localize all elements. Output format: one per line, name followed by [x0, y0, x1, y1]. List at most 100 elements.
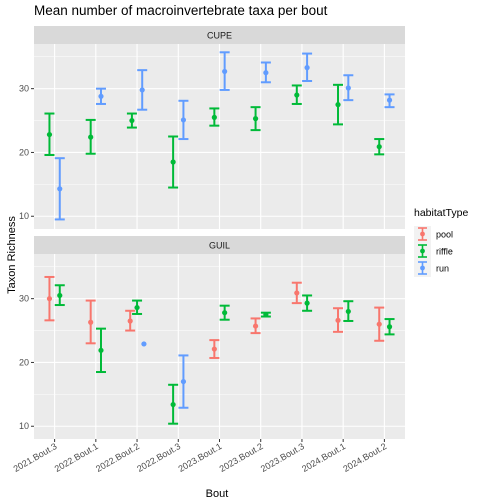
- errorbar-group-pool: [44, 275, 55, 322]
- x-axis-title: Bout: [206, 488, 229, 500]
- facet-panel-guil: GUIL1020302021.Bout.32022.Bout.12022.Bou…: [12, 236, 405, 474]
- errorbar-group-riffle: [85, 118, 96, 155]
- errorbar-group-run: [178, 99, 189, 141]
- mean-point: [376, 321, 382, 327]
- mean-point: [141, 341, 147, 347]
- facet-strip: [34, 236, 405, 254]
- mean-point: [304, 65, 310, 71]
- mean-point: [263, 70, 269, 76]
- mean-point: [335, 102, 341, 108]
- mean-point: [139, 87, 145, 93]
- mean-point: [129, 117, 135, 124]
- errorbar-group-riffle: [95, 327, 106, 374]
- mean-point: [376, 144, 382, 150]
- mean-point: [222, 310, 228, 316]
- errorbar-group-run: [384, 93, 395, 109]
- mean-point: [98, 93, 104, 99]
- mean-point: [134, 304, 140, 311]
- x-tick-label: 2022.Bout.3: [135, 441, 182, 474]
- facet-strip: [34, 26, 405, 44]
- errorbar-group-riffle: [209, 107, 220, 127]
- mean-point: [180, 378, 187, 385]
- mean-point: [88, 134, 94, 140]
- errorbar-group-pool: [209, 339, 220, 359]
- mean-point: [263, 312, 269, 318]
- facet-strip-label: CUPE: [207, 31, 232, 41]
- errorbar-group-run: [137, 69, 148, 111]
- mean-point: [170, 401, 176, 408]
- facet-panel-cupe: CUPE 10 20 30: [19, 26, 405, 229]
- mean-point: [211, 114, 217, 120]
- chart-title: Mean number of macroinvertebrate taxa pe…: [34, 3, 328, 18]
- errorbar-group-riffle: [132, 299, 143, 315]
- mean-point: [46, 131, 53, 138]
- errorbar-group-run: [54, 157, 65, 221]
- errorbar-group-run: [95, 87, 106, 105]
- y-tick-label: 10: [19, 421, 29, 431]
- y-tick-label: 20: [19, 357, 29, 367]
- legend-label: pool: [436, 230, 453, 240]
- mean-point: [345, 308, 351, 315]
- errorbar-group-riffle: [343, 300, 354, 322]
- mean-point: [57, 292, 63, 299]
- errorbar-group-riffle: [302, 294, 313, 312]
- x-tick-label: 2022.Bout.2: [94, 441, 141, 474]
- y-tick-label: 30: [19, 294, 29, 304]
- errorbar-group-run: [343, 74, 354, 102]
- y-tick-label: 30: [19, 84, 29, 94]
- mean-point: [386, 97, 393, 103]
- legend: habitatType pool riffle run: [414, 207, 468, 277]
- mean-point: [335, 317, 341, 323]
- mean-point: [57, 186, 63, 192]
- x-tick-label: 2024.Bout.1: [300, 441, 347, 474]
- facet-panels: CUPE102030GUIL1020302021.Bout.32022.Bout…: [12, 26, 405, 474]
- x-tick-label: 2024.Bout.2: [341, 441, 388, 474]
- legend-key-point: [420, 248, 425, 254]
- x-tick-label: 2023.Bout.1: [176, 441, 223, 474]
- errorbar-group-riffle: [374, 138, 385, 156]
- errorbar-group-riffle: [126, 112, 137, 129]
- mean-point: [222, 68, 228, 75]
- y-tick-label: 10: [19, 211, 29, 221]
- legend-entry-run: run: [414, 260, 449, 277]
- errorbar-group-run: [141, 341, 147, 347]
- legend-label: run: [436, 264, 449, 274]
- mean-point: [170, 159, 176, 165]
- errorbar-group-run: [302, 52, 313, 82]
- errorbar-group-pool: [125, 309, 136, 332]
- mean-point: [180, 117, 187, 123]
- y-tick-label: 20: [19, 147, 29, 157]
- mean-point: [127, 318, 133, 324]
- legend-title: habitatType: [414, 207, 468, 219]
- errorbar-group-riffle: [219, 304, 230, 321]
- errorbar-group-riffle: [168, 135, 179, 189]
- mean-point: [252, 116, 259, 122]
- mean-point: [386, 324, 393, 330]
- errorbar-group-pool: [374, 306, 385, 342]
- mean-point: [46, 296, 53, 302]
- legend-key-point: [420, 265, 425, 271]
- errorbar-group-riffle: [44, 112, 55, 156]
- legend-entry-riffle: riffle: [414, 243, 453, 260]
- x-tick-label: 2021.Bout.3: [12, 441, 59, 474]
- legend-key-point: [420, 231, 425, 237]
- errorbar-group-riffle: [260, 311, 271, 318]
- errorbar-group-run: [219, 51, 230, 91]
- errorbar-group-run: [260, 61, 271, 84]
- errorbar-group-pool: [291, 281, 302, 305]
- legend-label: riffle: [436, 247, 453, 257]
- mean-point: [88, 319, 94, 325]
- x-tick-label: 2022.Bout.1: [53, 441, 100, 474]
- errorbar-group-riffle: [168, 383, 179, 425]
- errorbar-group-riffle: [54, 284, 65, 307]
- mean-point: [294, 290, 300, 296]
- mean-point: [304, 300, 310, 306]
- legend-entry-pool: pool: [414, 226, 453, 243]
- mean-point: [98, 347, 104, 353]
- mean-point: [345, 85, 351, 91]
- x-tick-label: 2023.Bout.3: [259, 441, 306, 474]
- errorbar-group-riffle: [333, 83, 344, 126]
- errorbar-group-riffle: [250, 106, 261, 132]
- errorbar-group-pool: [250, 317, 261, 335]
- errorbar-group-pool: [333, 307, 344, 333]
